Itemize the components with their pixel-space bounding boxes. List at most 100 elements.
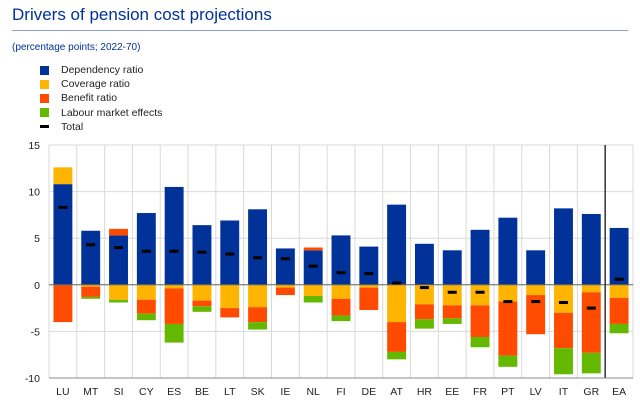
total-marker xyxy=(58,205,68,209)
title-divider xyxy=(12,30,628,31)
legend-item-benefit-ratio: Benefit ratio xyxy=(40,91,162,105)
chart-title: Drivers of pension cost projections xyxy=(12,5,272,24)
bar-coverage-ratio xyxy=(414,284,434,305)
y-tick-label: 0 xyxy=(34,280,40,292)
x-tick-label: CY xyxy=(139,386,154,398)
x-tick-label: IT xyxy=(559,386,569,398)
total-marker xyxy=(169,249,179,253)
bar-dependency-ratio xyxy=(331,235,351,285)
bar-benefit-ratio xyxy=(248,307,268,323)
bar-benefit-ratio xyxy=(442,305,462,319)
legend-item-total: Total xyxy=(40,120,162,134)
bar-coverage-ratio xyxy=(275,284,295,288)
y-tick-label: 10 xyxy=(28,187,40,199)
bar-benefit-ratio xyxy=(275,287,295,296)
bar-coverage-ratio xyxy=(554,284,573,313)
bar-dependency-ratio xyxy=(248,209,268,285)
total-marker xyxy=(419,286,429,290)
bar-coverage-ratio xyxy=(192,284,212,301)
bar-benefit-ratio xyxy=(498,301,518,356)
legend-label-coverage-ratio: Coverage ratio xyxy=(61,78,130,91)
x-tick-label: PT xyxy=(501,386,515,398)
bar-benefit-ratio xyxy=(81,286,101,297)
bar-labour-market-effects xyxy=(248,322,268,330)
legend-swatch-benefit-ratio xyxy=(40,93,49,103)
x-tick-label: SK xyxy=(251,386,265,398)
legend-label-benefit-ratio: Benefit ratio xyxy=(61,92,118,105)
bar-benefit-ratio xyxy=(554,312,573,349)
total-marker xyxy=(531,300,541,304)
bar-benefit-ratio xyxy=(331,298,351,316)
bar-dependency-ratio xyxy=(442,250,462,285)
legend-item-labour-market-effects: Labour market effects xyxy=(40,106,162,120)
bar-dependency-ratio xyxy=(581,213,601,285)
bar-coverage-ratio xyxy=(53,167,73,185)
bar-coverage-ratio xyxy=(220,284,240,309)
x-tick-label: NL xyxy=(306,386,320,398)
x-tick-label: SI xyxy=(114,386,124,398)
bar-labour-market-effects xyxy=(81,296,101,299)
legend-swatch-coverage-ratio xyxy=(40,79,49,89)
legend-item-dependency-ratio: Dependency ratio xyxy=(40,63,162,77)
x-tick-label: BE xyxy=(195,386,209,398)
x-tick-label: FR xyxy=(473,386,487,398)
bar-labour-market-effects xyxy=(442,318,462,324)
total-marker xyxy=(475,290,485,294)
total-marker xyxy=(86,243,96,247)
legend-swatch-total xyxy=(40,125,49,129)
bar-labour-market-effects xyxy=(387,351,407,360)
bar-dependency-ratio xyxy=(498,217,518,285)
bar-benefit-ratio xyxy=(109,228,128,236)
bar-coverage-ratio xyxy=(359,284,379,288)
bar-dependency-ratio xyxy=(53,184,73,285)
bar-dependency-ratio xyxy=(136,213,156,285)
x-tick-label: ES xyxy=(167,386,181,398)
bar-labour-market-effects xyxy=(192,306,212,312)
x-tick-label: MT xyxy=(83,386,99,398)
bar-benefit-ratio xyxy=(220,308,240,318)
total-marker xyxy=(558,301,568,305)
bar-benefit-ratio xyxy=(359,287,379,310)
total-marker xyxy=(336,271,346,275)
bar-coverage-ratio xyxy=(109,284,128,300)
total-marker xyxy=(392,281,402,285)
total-marker xyxy=(141,249,151,253)
bar-benefit-ratio xyxy=(164,288,184,324)
bar-labour-market-effects xyxy=(414,319,434,329)
bar-coverage-ratio xyxy=(498,284,518,302)
x-tick-label: IE xyxy=(280,386,290,398)
total-marker xyxy=(447,290,457,294)
bar-labour-market-effects xyxy=(331,315,351,322)
total-marker xyxy=(225,252,235,256)
bar-benefit-ratio xyxy=(136,299,156,314)
legend-swatch-labour-market-effects xyxy=(40,108,49,118)
x-tick-label: FI xyxy=(336,386,345,398)
bar-benefit-ratio xyxy=(192,300,212,307)
bar-benefit-ratio xyxy=(387,322,407,352)
bar-labour-market-effects xyxy=(609,323,629,334)
bar-labour-market-effects xyxy=(581,352,601,374)
bar-benefit-ratio xyxy=(470,305,490,337)
bar-benefit-ratio xyxy=(303,247,323,251)
x-tick-label: EA xyxy=(612,386,626,398)
bar-dependency-ratio xyxy=(275,248,295,285)
bar-dependency-ratio xyxy=(609,227,629,285)
total-marker xyxy=(503,300,513,304)
bar-labour-market-effects xyxy=(470,336,490,348)
bar-dependency-ratio xyxy=(554,208,573,285)
bar-dependency-ratio xyxy=(470,229,490,285)
total-marker xyxy=(364,272,374,276)
legend-item-coverage-ratio: Coverage ratio xyxy=(40,77,162,91)
x-tick-label: HR xyxy=(417,386,433,398)
legend-label-total: Total xyxy=(61,120,84,133)
x-tick-label: EE xyxy=(445,386,459,398)
bar-dependency-ratio xyxy=(81,230,101,285)
x-tick-label: LV xyxy=(530,386,542,398)
bar-benefit-ratio xyxy=(609,297,629,324)
y-tick-label: 15 xyxy=(28,140,40,152)
x-tick-label: GR xyxy=(583,386,599,398)
bar-labour-market-effects xyxy=(498,355,518,367)
total-marker xyxy=(614,277,624,281)
legend-label-labour-market-effects: Labour market effects xyxy=(61,106,163,119)
bar-coverage-ratio xyxy=(164,284,184,289)
